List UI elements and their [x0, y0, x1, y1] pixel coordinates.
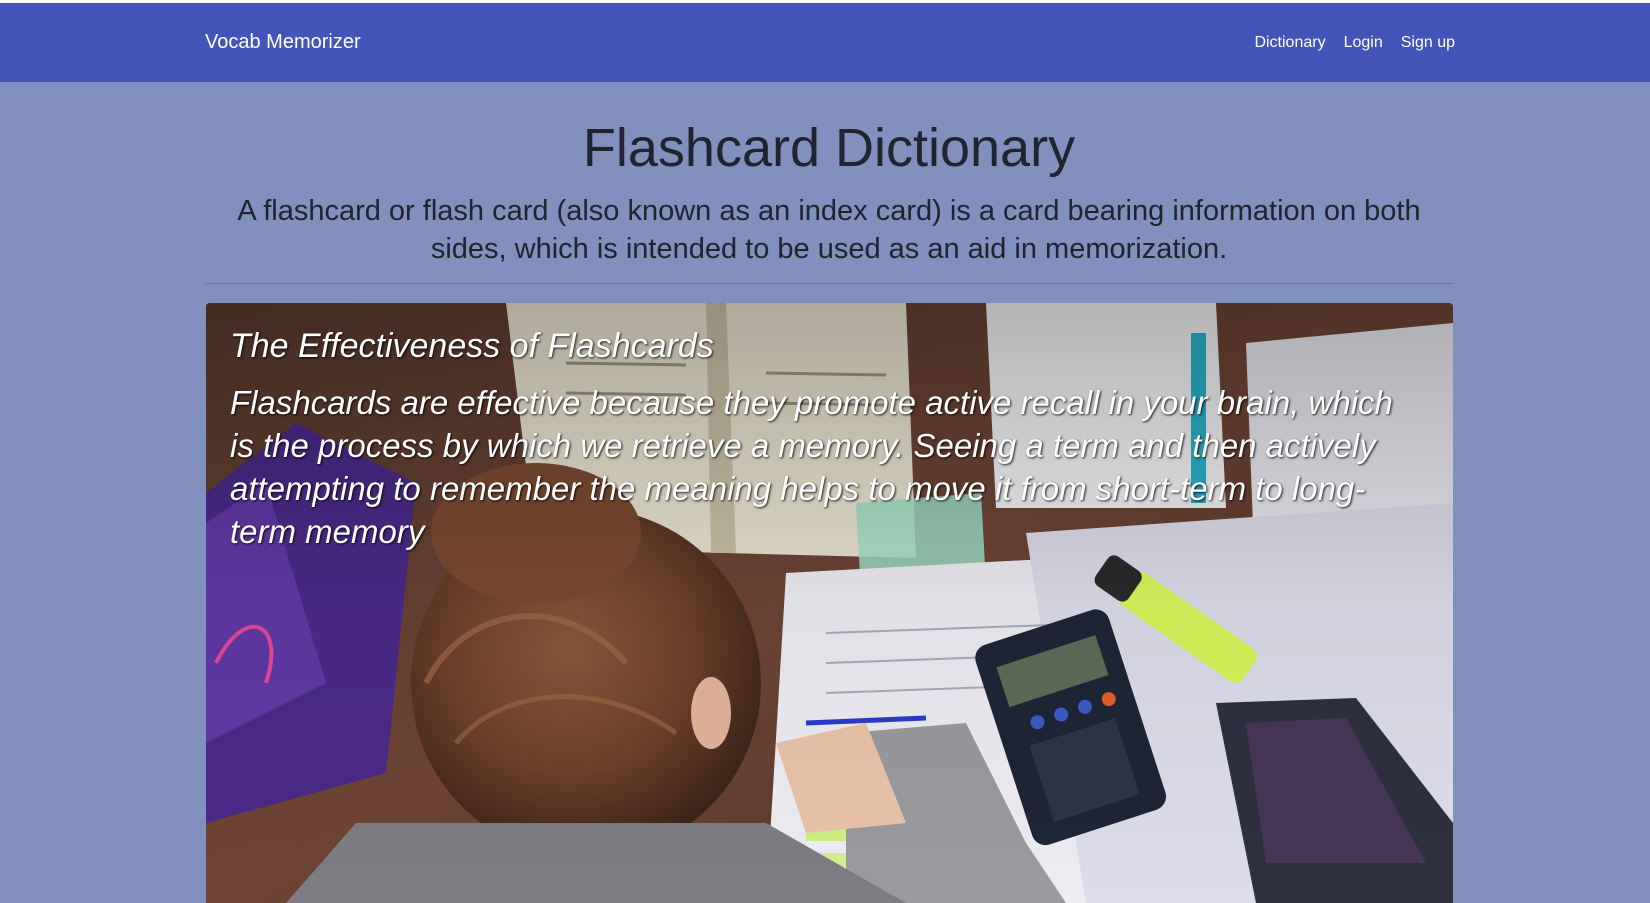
page-title: Flashcard Dictionary: [582, 118, 1076, 178]
feature-card: The Effectiveness of Flashcards Flashcar…: [206, 303, 1453, 903]
navbar: Vocab Memorizer Dictionary Login Sign up: [0, 3, 1650, 82]
page-lead: A flashcard or flash card (also known as…: [237, 195, 1421, 265]
divider: [205, 283, 1453, 284]
nav-link-dictionary[interactable]: Dictionary: [1254, 34, 1326, 51]
card-overlay-text: The Effectiveness of Flashcards Flashcar…: [230, 325, 1413, 553]
hero-section: Flashcard Dictionary A flashcard or flas…: [205, 82, 1453, 268]
card-title: The Effectiveness of Flashcards: [230, 327, 714, 365]
nav-links: Dictionary Login Sign up: [1254, 3, 1455, 82]
brand-link[interactable]: Vocab Memorizer: [205, 31, 361, 53]
nav-link-signup[interactable]: Sign up: [1400, 34, 1455, 51]
card-body-text: Flashcards are effective because they pr…: [230, 384, 1393, 550]
nav-link-login[interactable]: Login: [1343, 34, 1383, 51]
window-top-edge: [0, 0, 1650, 3]
